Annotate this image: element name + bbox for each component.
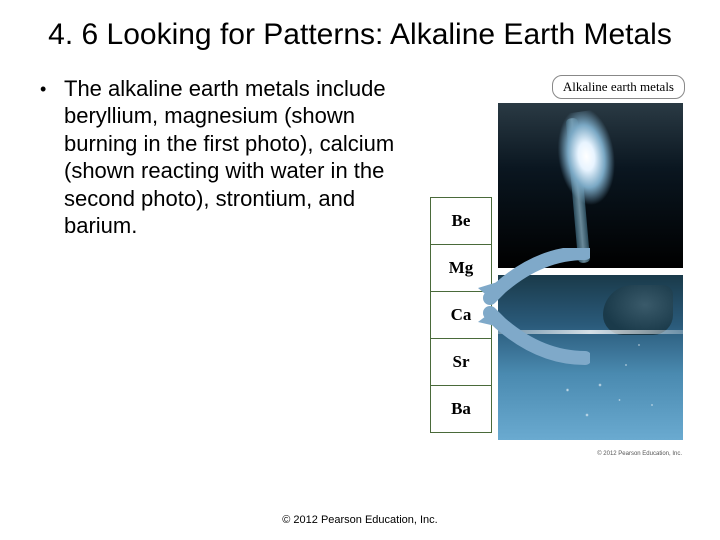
content-area: • The alkaline earth metals include bery…: [0, 63, 720, 240]
slide-footer: © 2012 Pearson Education, Inc.: [0, 514, 720, 526]
figure-body: Be Mg Ca Sr Ba © 2012 Pearson Education,…: [430, 103, 685, 458]
figure-credit: © 2012 Pearson Education, Inc.: [597, 451, 682, 457]
bullet-marker: •: [40, 75, 64, 240]
cell-be: Be: [430, 197, 492, 245]
water-surface: [498, 330, 683, 334]
bubbles: [548, 335, 678, 435]
cell-ba: Ba: [430, 385, 492, 433]
slide-title: 4. 6 Looking for Patterns: Alkaline Eart…: [0, 0, 720, 63]
figure-panel: Alkaline earth metals Be Mg Ca Sr Ba: [430, 75, 685, 240]
cell-mg: Mg: [430, 244, 492, 292]
photo-calcium-water: [498, 275, 683, 440]
mg-flame: [543, 106, 638, 265]
photo-magnesium-burning: [498, 103, 683, 268]
hand-shape: [603, 285, 673, 335]
cell-ca: Ca: [430, 291, 492, 339]
bullet-text: The alkaline earth metals include beryll…: [64, 75, 410, 240]
element-column: Be Mg Ca Sr Ba: [430, 198, 492, 433]
cell-sr: Sr: [430, 338, 492, 386]
bullet-block: • The alkaline earth metals include bery…: [40, 75, 410, 240]
figure-badge: Alkaline earth metals: [552, 75, 685, 99]
